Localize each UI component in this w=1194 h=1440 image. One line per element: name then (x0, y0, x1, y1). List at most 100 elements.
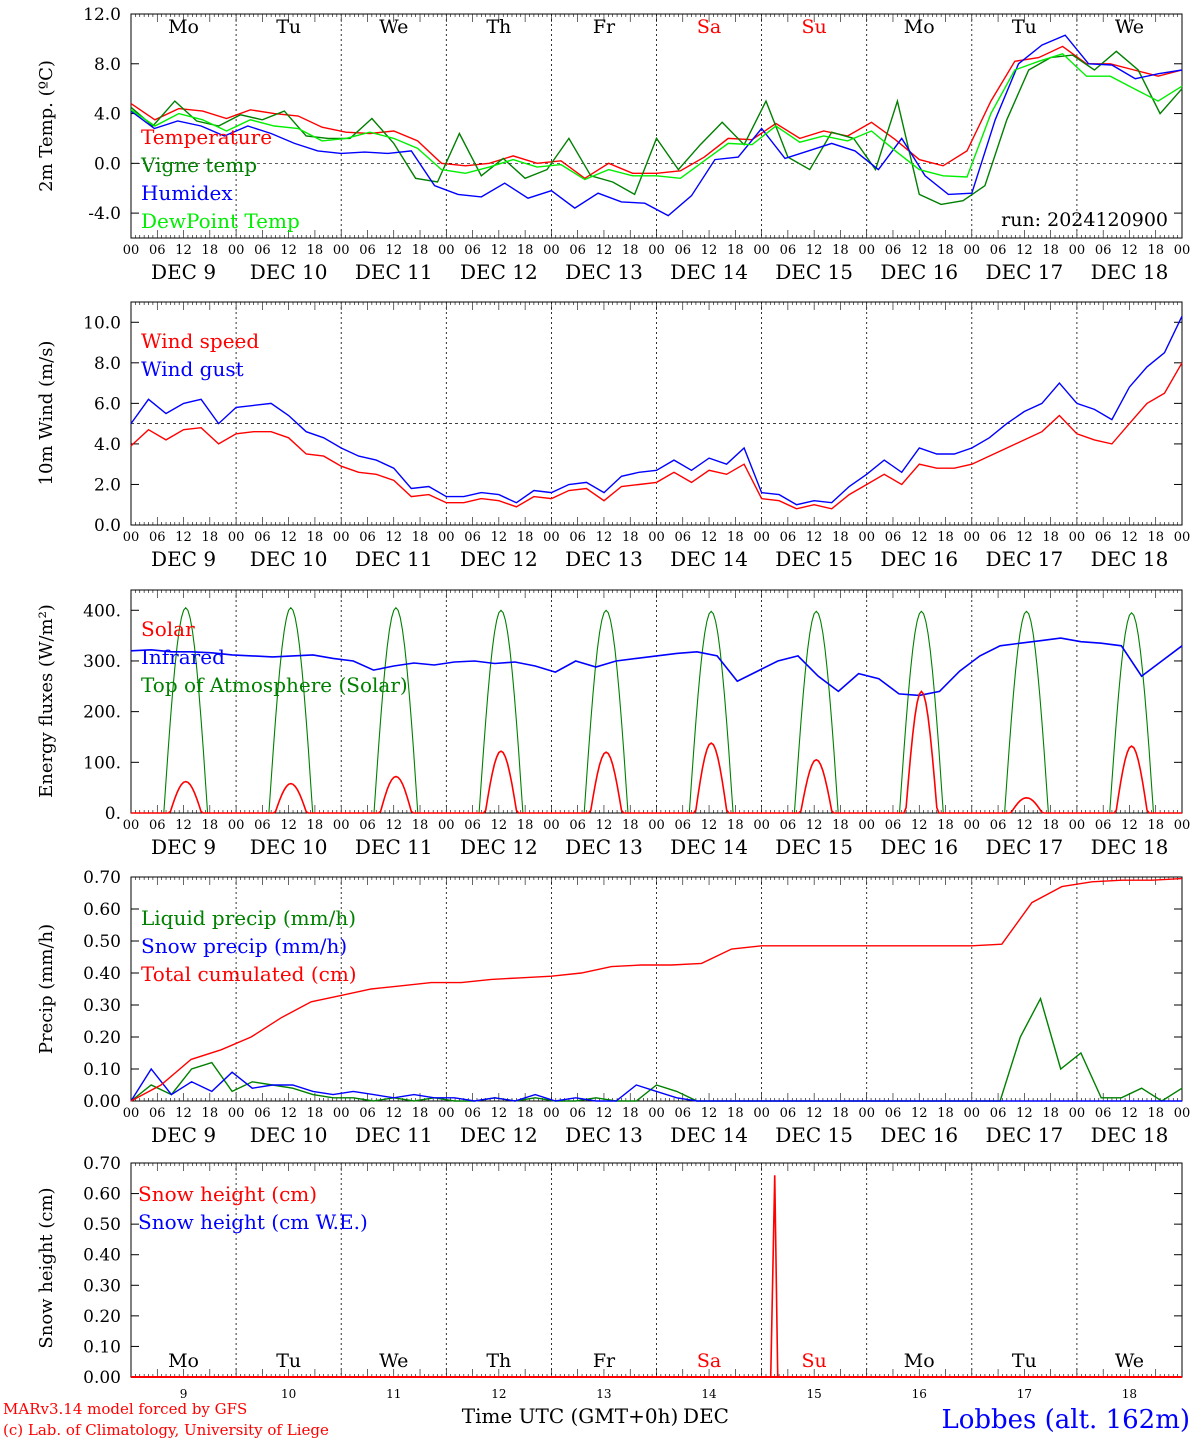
hour-tick-label: 00 (858, 530, 875, 545)
day-name: We (1115, 16, 1144, 38)
hour-tick-label: 06 (885, 818, 902, 833)
date-label: DEC 15 (775, 1123, 853, 1147)
hour-tick-label: 00 (123, 1106, 140, 1121)
hour-tick-label: 06 (780, 243, 797, 258)
hour-tick-label: 06 (1095, 243, 1112, 258)
hour-tick-label: 12 (491, 243, 508, 258)
hour-tick-label: 18 (412, 818, 429, 833)
y-tick-label: 0.40 (83, 1246, 121, 1266)
panel-5: 0.70 0.60 0.50 0.40 0.30 0.20 0.10 0.00 Snow hei… (36, 1154, 1183, 1428)
credit-line-2: (c) Lab. of Climatology, University of L… (3, 1421, 329, 1439)
hour-tick-label: 18 (1042, 818, 1059, 833)
hour-tick-label: 00 (753, 530, 770, 545)
hour-tick-label: 00 (648, 530, 665, 545)
hour-tick-label: 06 (675, 818, 692, 833)
hour-tick-label: 06 (990, 243, 1007, 258)
hour-tick-label: 06 (1095, 818, 1112, 833)
hour-tick-label: 12 (280, 530, 297, 545)
hour-tick-label: 18 (307, 1106, 324, 1121)
legend-entry: Total cumulated (cm) (141, 962, 357, 986)
date-label: DEC 10 (250, 260, 328, 284)
x-axis-label: Time UTC (GMT+0h) (462, 1404, 679, 1428)
panel-4: 0.70 0.60 0.50 0.40 0.30 0.20 0.10 0.00 Precip (… (36, 868, 1190, 1147)
panel-1: 12.0 8.0 4.0 0.0 -4.0 2m Temp. (ºC) 00 06 12 18 00… (36, 5, 1190, 284)
y-tick-label: 0.70 (83, 1154, 121, 1174)
hour-tick-label: 12 (1016, 818, 1033, 833)
date-label: DEC 16 (880, 1123, 958, 1147)
date-label: DEC 11 (355, 260, 433, 284)
day-number: 9 (180, 1387, 188, 1401)
hour-tick-label: 12 (911, 818, 928, 833)
hour-tick-label: 06 (990, 1106, 1007, 1121)
hour-tick-label: 18 (727, 1106, 744, 1121)
y-tick-label: 300. (83, 652, 121, 672)
hour-tick-label: 18 (517, 243, 534, 258)
hour-tick-label: 00 (438, 530, 455, 545)
hour-tick-label: 12 (1121, 818, 1138, 833)
y-tick-label: 200. (83, 703, 121, 723)
y-tick-label: 0.10 (83, 1060, 121, 1080)
day-name: Mo (168, 1350, 199, 1372)
legend-entry: Infrared (141, 645, 225, 669)
date-label: DEC 13 (565, 260, 643, 284)
hour-tick-label: 18 (622, 1106, 639, 1121)
hour-tick-label: 00 (1174, 243, 1191, 258)
hour-tick-label: 12 (1121, 243, 1138, 258)
hour-tick-label: 00 (438, 818, 455, 833)
day-number: 14 (701, 1387, 717, 1401)
day-number: 17 (1017, 1387, 1032, 1401)
hour-tick-label: 00 (123, 818, 140, 833)
hour-tick-label: 06 (149, 1106, 166, 1121)
y-tick-label: 0.20 (83, 1028, 121, 1048)
hour-tick-label: 06 (359, 243, 376, 258)
panel-3: 400. 300. 200. 100. 0. Energy fluxes (W/m²) 00… (36, 589, 1190, 859)
day-name: Tu (1012, 16, 1037, 38)
date-label: DEC 15 (775, 835, 853, 859)
date-label: DEC 12 (460, 835, 538, 859)
y-tick-label: 0.40 (83, 964, 121, 984)
panel-2: 10.0 8.0 6.0 4.0 2.0 0.0 10m Wind (m/s) 00 06 12 1… (36, 301, 1190, 571)
hour-tick-label: 00 (1069, 243, 1086, 258)
day-name: Th (486, 1350, 511, 1372)
y-tick-label: 0.30 (83, 1276, 121, 1296)
hour-tick-label: 12 (1016, 530, 1033, 545)
hour-tick-label: 06 (254, 1106, 271, 1121)
hour-tick-label: 18 (937, 1106, 954, 1121)
hour-tick-label: 18 (307, 243, 324, 258)
hour-tick-label: 18 (937, 530, 954, 545)
hour-tick-label: 00 (753, 1106, 770, 1121)
legend-entry: DewPoint Temp (141, 209, 300, 233)
day-name: Th (486, 16, 511, 38)
day-name: Tu (276, 1350, 301, 1372)
hour-tick-label: 06 (885, 530, 902, 545)
date-label: DEC 9 (151, 260, 216, 284)
hour-tick-label: 12 (701, 1106, 718, 1121)
y-tick-label: 0. (105, 804, 121, 824)
hour-tick-label: 18 (727, 243, 744, 258)
hour-tick-label: 12 (385, 1106, 402, 1121)
hour-tick-label: 18 (1147, 818, 1164, 833)
y-axis-label: Snow height (cm) (36, 1187, 57, 1348)
hour-tick-label: 12 (175, 530, 192, 545)
hour-tick-label: 18 (1042, 1106, 1059, 1121)
hour-tick-label: 00 (228, 243, 245, 258)
hour-tick-label: 06 (569, 243, 586, 258)
hour-tick-label: 12 (806, 1106, 823, 1121)
hour-tick-label: 06 (780, 530, 797, 545)
series-line-1 (130, 996, 1183, 1102)
legend-entry: Top of Atmosphere (Solar) (141, 673, 408, 697)
legend-entry: Solar (141, 617, 195, 641)
hour-tick-label: 00 (1069, 818, 1086, 833)
hour-tick-label: 06 (569, 530, 586, 545)
hour-tick-label: 12 (1121, 530, 1138, 545)
date-label: DEC 12 (460, 1123, 538, 1147)
hour-tick-label: 06 (359, 1106, 376, 1121)
hour-tick-label: 18 (832, 243, 849, 258)
hour-tick-label: 18 (727, 818, 744, 833)
series-line-3 (130, 877, 1183, 1102)
day-name: Mo (168, 16, 199, 38)
hour-tick-label: 06 (464, 243, 481, 258)
date-label: DEC 18 (1091, 1123, 1169, 1147)
y-tick-label: 12.0 (83, 5, 121, 25)
